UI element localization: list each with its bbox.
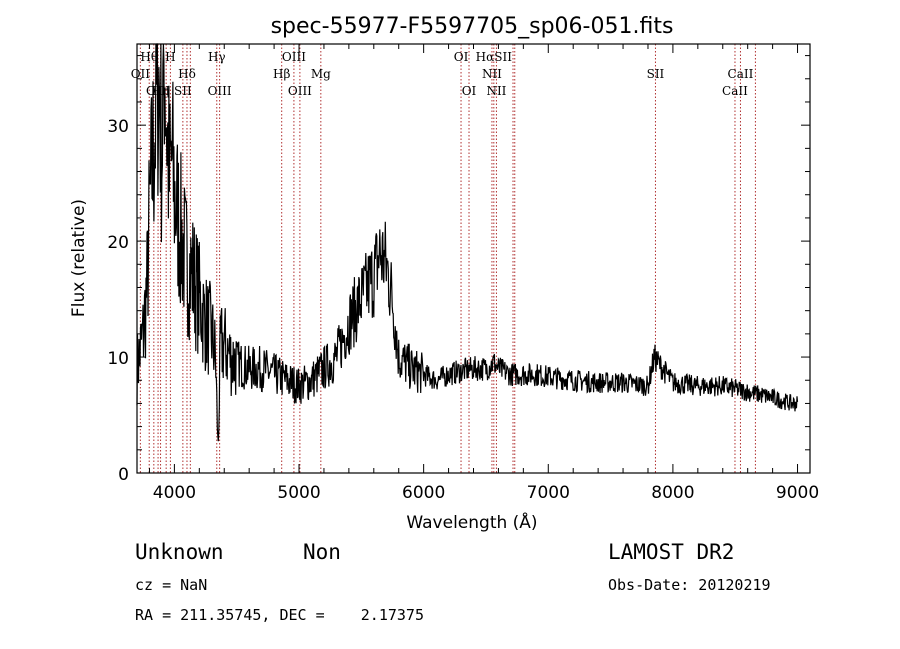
line-marker-label: CaII: [728, 67, 754, 81]
line-marker-label: H: [165, 50, 175, 64]
x-tick-label: 7000: [527, 483, 570, 503]
line-marker-label: NII: [482, 67, 502, 81]
chart-title: spec-55977-F5597705_sp06-051.fits: [271, 14, 674, 39]
y-tick-label: 20: [107, 233, 129, 253]
line-marker-label: SII: [174, 84, 192, 98]
x-tick-label: 6000: [402, 483, 445, 503]
line-marker-label: SII: [647, 67, 665, 81]
line-marker-label: Hγ: [208, 50, 226, 64]
line-marker-label: OIII: [288, 84, 312, 98]
line-marker-label: Mg: [311, 67, 331, 81]
coordinates-text: RA = 211.35745, DEC = 2.17375: [135, 606, 424, 624]
line-marker-label: Hβ: [273, 67, 290, 81]
class-label: Unknown: [135, 540, 224, 564]
spectrum-line: [136, 43, 799, 442]
line-marker-label: OIII: [208, 84, 232, 98]
line-marker-label: Hδ: [178, 67, 196, 81]
axis-ticks: 4000 5000 6000 7000 8000 9000 0 10 20 30: [107, 44, 819, 503]
x-tick-label: 9000: [776, 483, 819, 503]
line-marker-label: OI: [462, 84, 477, 98]
line-marker-label: OII: [131, 67, 151, 81]
line-marker-label: NII: [486, 84, 506, 98]
survey-label: LAMOST DR2: [608, 540, 734, 564]
x-tick-label: 8000: [651, 483, 694, 503]
obs-date-text: Obs-Date: 20120219: [608, 576, 771, 594]
redshift-text: cz = NaN: [135, 576, 207, 594]
x-tick-label: 4000: [153, 483, 196, 503]
subclass-label: Non: [303, 540, 341, 564]
line-marker-label: Hθ: [140, 50, 158, 64]
plot-frame: [136, 43, 811, 474]
line-marker-label: CaII: [722, 84, 748, 98]
line-marker-label: HαSII: [476, 50, 513, 64]
x-axis-label: Wavelength (Å): [406, 511, 537, 533]
emission-line-markers: [139, 44, 756, 473]
y-tick-label: 10: [107, 349, 129, 369]
line-marker-label: OI: [454, 50, 469, 64]
x-tick-label: 5000: [277, 483, 320, 503]
line-marker-label: OIII: [282, 50, 306, 64]
y-tick-label: 0: [118, 465, 129, 485]
y-axis-label: Flux (relative): [69, 199, 89, 317]
y-tick-label: 30: [107, 117, 129, 137]
